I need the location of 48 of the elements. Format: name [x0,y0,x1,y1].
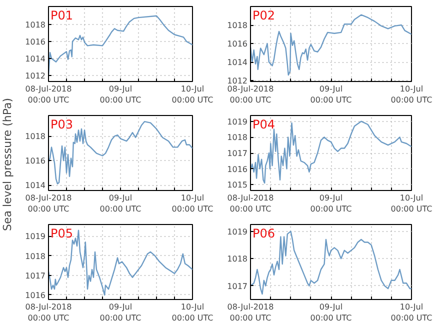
y-tick-label: 1012 [25,72,46,81]
y-tick-label: 1017 [227,149,248,158]
y-tick-label: 1016 [25,37,46,46]
y-tick-label: 1016 [25,290,46,300]
x-tick-label: 09-Jul 00:00 UTC [310,194,352,214]
chart-title: P03 [50,118,74,132]
chart-title: P02 [252,8,276,22]
y-axis-title: Sea level pressure (hPa) [1,98,14,232]
y-tick-label: 1014 [227,58,248,68]
y-tick-label: 1019 [227,117,248,126]
chart-title: P06 [252,226,276,240]
y-tick-label: 1016 [25,156,46,166]
x-tick-label: 08-Jul-2018 00:00 UTC [25,84,72,104]
y-tick-label: 1018 [227,21,248,30]
y-tick-label: 1018 [25,132,46,142]
chart-title: P05 [50,226,74,240]
x-tick-label: 10-Jul 00:00 UTC [390,84,433,104]
y-tick-label: 1019 [25,232,46,242]
y-tick-label: 1018 [227,133,248,142]
chart-title: P01 [50,8,74,22]
y-tick-label: 1016 [227,40,248,49]
x-tick-label: 08-Jul-2018 00:00 UTC [227,302,274,322]
x-tick-label: 09-Jul 00:00 UTC [310,302,352,322]
x-tick-label: 09-Jul 00:00 UTC [100,302,142,322]
y-tick-label: 1018 [227,254,248,264]
y-tick-label: 1018 [25,20,46,30]
y-tick-label: 1017 [25,271,46,280]
x-tick-label: 10-Jul 00:00 UTC [172,84,214,104]
x-tick-label: 10-Jul 00:00 UTC [172,302,214,322]
y-tick-label: 1017 [227,282,248,291]
x-tick-label: 09-Jul 00:00 UTC [100,84,142,104]
x-tick-label: 08-Jul-2018 00:00 UTC [25,194,72,214]
x-tick-label: 10-Jul 00:00 UTC [172,194,214,214]
x-tick-label: 09-Jul 00:00 UTC [100,194,142,214]
x-tick-label: 08-Jul-2018 00:00 UTC [227,194,274,214]
x-tick-label: 10-Jul 00:00 UTC [390,302,433,322]
x-tick-label: 08-Jul-2018 00:00 UTC [227,84,274,104]
y-tick-label: 1015 [227,180,248,190]
y-tick-label: 1012 [227,76,248,86]
x-tick-label: 08-Jul-2018 00:00 UTC [25,302,72,322]
y-tick-label: 1014 [25,54,46,64]
x-tick-label: 10-Jul 00:00 UTC [390,194,433,214]
x-tick-label: 09-Jul 00:00 UTC [310,84,352,104]
y-tick-label: 1018 [25,252,46,261]
y-tick-label: 1019 [227,227,248,236]
chart-title: P04 [252,118,276,132]
y-tick-label: 1014 [25,181,46,190]
y-tick-label: 1016 [227,164,248,174]
